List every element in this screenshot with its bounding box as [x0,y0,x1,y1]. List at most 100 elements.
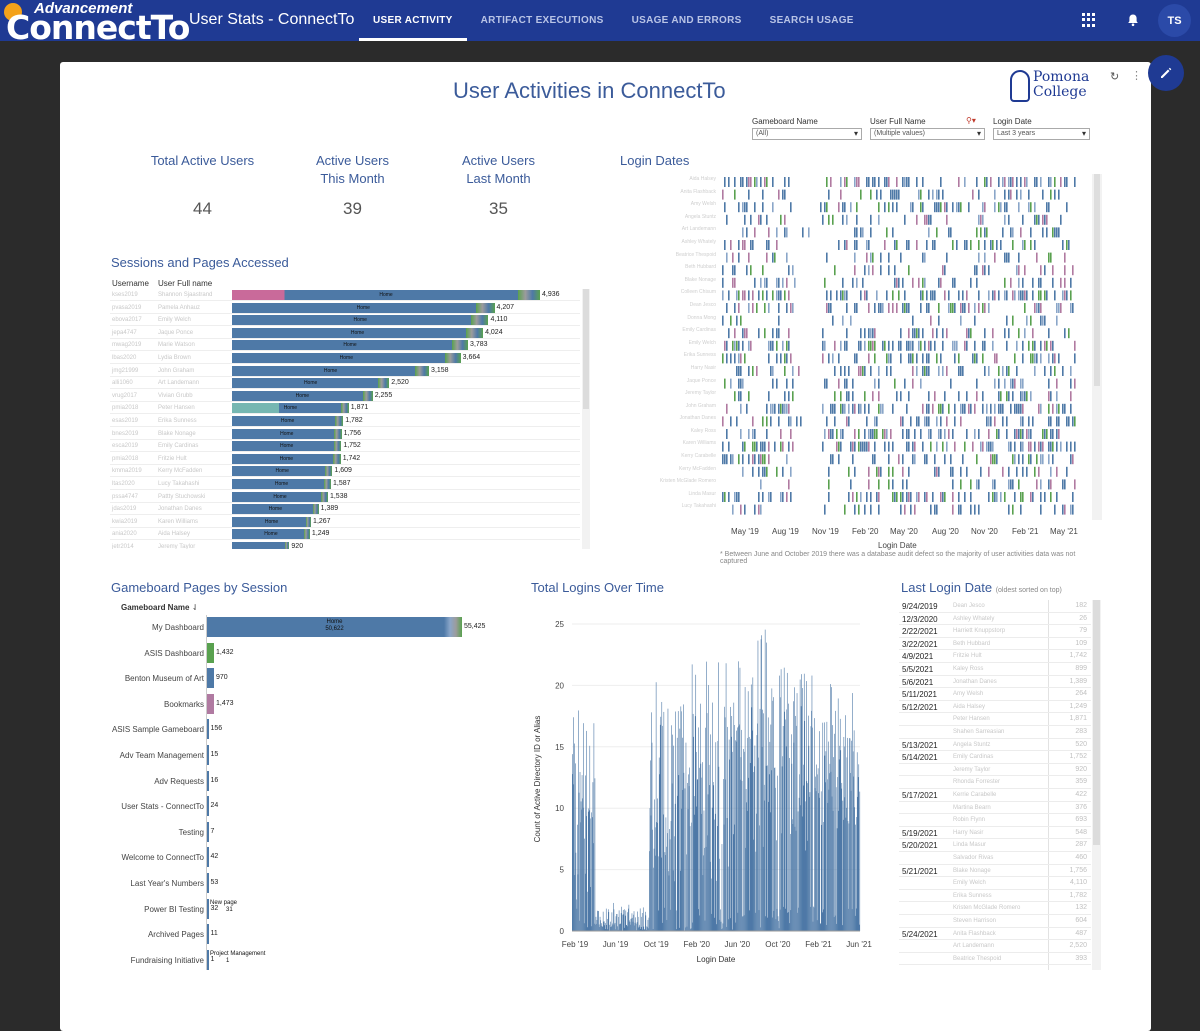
table-row[interactable]: Steven Harrison 604 [899,915,1091,928]
table-row[interactable]: jetr2014 Jeremy Taylor 920 [110,541,580,549]
table-row[interactable]: 2/22/2021 Harriett Knuppstorp 79 [899,625,1091,638]
session-bar[interactable]: Home [232,353,461,363]
gameboard-bar[interactable] [207,873,209,893]
session-bar[interactable]: Home [232,403,349,414]
table-row[interactable]: 5/5/2021 Kaley Ross 899 [899,663,1091,676]
table-row[interactable]: Robin Flynn 693 [899,814,1091,827]
table-row[interactable]: 3/22/2021 Beth Hubbard 109 [899,638,1091,651]
session-bar[interactable]: Home [232,340,469,351]
login-dates-scrollbar[interactable] [1092,174,1102,520]
session-bar[interactable]: Home [232,491,328,502]
table-row[interactable]: 5/17/2021 Kerrie Carabelle 422 [899,789,1091,802]
session-bar[interactable]: Home [232,416,344,426]
table-row[interactable]: Shahen Sarreasian 283 [899,726,1091,739]
tab-search-usage[interactable]: SEARCH USAGE [769,15,854,26]
table-row[interactable]: esas2019 Erika Sunness Home 1,782 [110,415,580,427]
app-logo[interactable]: Advancement ConnectTo [4,0,190,47]
table-row[interactable]: pvasa2019 Pamela Anhauz Home 4,207 [110,302,580,314]
gameboard-bar[interactable] [207,821,209,842]
table-row[interactable]: ania2020 Aida Halsey Home 1,249 [110,528,580,541]
table-row[interactable]: Jeremy Taylor 920 [899,764,1091,777]
more-icon[interactable]: ⋮ [1131,70,1142,82]
login-date-select[interactable]: Last 3 years [993,128,1090,140]
session-bar[interactable]: Home [232,315,489,326]
table-row[interactable]: 5/24/2021 Anita Flashback 487 [899,928,1091,941]
gameboard-bar[interactable] [207,796,209,817]
table-row[interactable]: Art Landemann 2,520 [899,940,1091,953]
session-bar[interactable]: Home [232,290,540,300]
table-row[interactable]: kmma2019 Kerry McFadden Home 1,609 [110,465,580,478]
table-row[interactable]: 5/12/2021 Aida Halsey 1,249 [899,701,1091,714]
session-bar[interactable]: Home [232,441,342,452]
session-bar[interactable]: Home [232,302,495,313]
table-row[interactable]: Rhonda Forrester 359 [899,776,1091,789]
sort-icon[interactable]: ⇃ [191,603,199,612]
table-row[interactable]: pssa4747 Pattty Stuchowski Home 1,538 [110,491,580,503]
table-row[interactable]: 12/3/2020 Ashley Whately 26 [899,613,1091,626]
table-row[interactable]: jdas2019 Jonathan Danes Home 1,389 [110,503,580,516]
session-bar[interactable]: Home [232,516,312,527]
table-row[interactable]: Emily Welch 4,110 [899,877,1091,890]
table-row[interactable]: kwia2019 Karen Williams Home 1,267 [110,516,580,528]
gameboard-bar[interactable] [207,642,214,663]
table-row[interactable]: 5/20/2021 Linda Masur 287 [899,839,1091,852]
bell-icon[interactable] [1126,13,1140,27]
session-bar[interactable]: Home [232,529,310,540]
tab-user-activity[interactable]: USER ACTIVITY [359,0,467,41]
user-avatar[interactable]: TS [1158,4,1191,37]
table-row[interactable]: vrug2017 Vivian Grubb Home 2,255 [110,390,580,402]
table-row[interactable]: 5/19/2021 Harry Nasir 548 [899,827,1091,840]
filter-clear-icon[interactable]: ⚲▾ [966,116,976,125]
table-row[interactable]: esca2019 Emily Cardinas Home 1,752 [110,440,580,453]
table-row[interactable]: 9/24/2019 Dean Jesco 182 [899,600,1091,613]
tab-usage-and-errors[interactable]: USAGE AND ERRORS [631,15,742,26]
session-bar[interactable]: Home [232,479,332,489]
session-bar[interactable]: Home [232,504,319,515]
table-row[interactable]: 5/14/2021 Emily Cardinas 1,752 [899,751,1091,764]
grid-icon[interactable] [1082,13,1096,27]
gameboard-bar[interactable] [207,847,209,868]
user-name-select[interactable]: (Multiple values) [870,128,985,140]
session-bar[interactable]: Home [232,390,373,401]
table-row[interactable]: pmia2018 Peter Hansen Home 1,871 [110,402,580,415]
session-bar[interactable]: Home [232,378,390,389]
refresh-icon[interactable]: ↻ [1110,71,1120,83]
session-bar[interactable]: Home [232,327,484,338]
table-row[interactable]: bnes2019 Blake Nonage Home 1,756 [110,428,580,440]
gameboard-bar[interactable] [207,924,209,945]
gameboard-select[interactable]: (All) [752,128,862,140]
last-login-scrollbar[interactable] [1092,600,1101,970]
table-row[interactable]: 5/11/2021 Amy Welsh 264 [899,688,1091,701]
tab-artifact-executions[interactable]: ARTIFACT EXECUTIONS [480,15,604,26]
gameboard-bar[interactable] [207,693,214,714]
table-row[interactable]: 5/21/2021 Blake Nonage 1,756 [899,865,1091,878]
table-row[interactable]: 5/13/2021 Angela Stuntz 520 [899,739,1091,752]
table-row[interactable]: 5/6/2021 Jonathan Danes 1,389 [899,676,1091,689]
table-row[interactable]: Martina Bearn 376 [899,802,1091,815]
session-bar[interactable] [232,542,290,549]
gameboard-bar[interactable] [207,719,209,740]
table-row[interactable]: kses2019 Shannon Sjaastrand Home 4,936 [110,289,580,301]
session-bar[interactable]: Home [232,466,333,477]
session-bar[interactable]: Home [232,428,342,439]
table-row[interactable]: Salvador Rivas 460 [899,852,1091,865]
gameboard-bar[interactable] [207,898,209,919]
table-row[interactable]: ltas2020 Lucy Takahashi Home 1,587 [110,478,580,490]
table-row[interactable]: alli1060 Art Landemann Home 2,520 [110,377,580,390]
gameboard-bar[interactable] [207,770,209,791]
edit-button[interactable] [1148,55,1184,91]
table-row[interactable]: Erika Sunness 1,782 [899,890,1091,903]
table-row[interactable]: 4/9/2021 Fritzie Hult 1,742 [899,650,1091,663]
table-row[interactable]: lbas2020 Lydia Brown Home 3,664 [110,352,580,364]
table-row[interactable]: mwag2019 Marie Watson Home 3,783 [110,339,580,352]
table-row[interactable]: Kristen McGlade Romero 132 [899,902,1091,915]
gameboard-bar[interactable] [207,617,462,637]
session-bar[interactable]: Home [232,365,430,376]
table-row[interactable]: Beatrice Thespoid 393 [899,953,1091,966]
table-row[interactable]: jmg21999 John Graham Home 3,158 [110,365,580,377]
table-row[interactable]: Peter Hansen 1,871 [899,713,1091,726]
gameboard-bar[interactable] [207,668,214,689]
table-row[interactable]: pmia2018 Fritzie Hult Home 1,742 [110,453,580,465]
session-bar[interactable]: Home [232,453,341,464]
table-row[interactable]: ebova2017 Emily Welch Home 4,110 [110,314,580,327]
